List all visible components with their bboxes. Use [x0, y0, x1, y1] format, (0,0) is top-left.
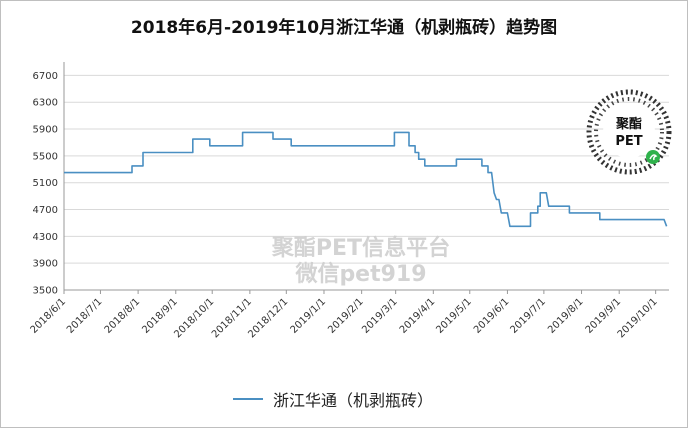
legend: 浙江华通（机剥瓶砖） [233, 387, 433, 411]
x-tick-label: 2018/12/1 [246, 296, 290, 340]
legend-line-swatch [233, 398, 263, 400]
y-tick-label: 4700 [33, 205, 58, 216]
y-tick-label: 3900 [33, 259, 58, 270]
legend-label: 浙江华通（机剥瓶砖） [273, 391, 434, 410]
y-tick-label: 3500 [33, 286, 58, 297]
y-tick-label: 6300 [33, 98, 58, 109]
x-tick-label: 2018/8/1 [103, 296, 143, 336]
x-tick-label: 2019/1/1 [289, 296, 329, 336]
y-tick-label: 5100 [33, 178, 58, 189]
qr-dot-ring [586, 89, 672, 175]
x-tick-label: 2019/10/1 [616, 296, 660, 340]
logo-center [603, 106, 655, 158]
y-tick-label: 5900 [33, 125, 58, 136]
logo-text-bottom: PET [615, 134, 642, 149]
x-tick-label: 2019/2/1 [326, 296, 366, 336]
x-tick-label: 2019/8/1 [546, 296, 586, 336]
logo-text-top: 聚酯 [615, 116, 642, 132]
series-line [64, 131, 668, 228]
x-tick-label: 2019/6/1 [472, 296, 512, 336]
x-tick-label: 2019/5/1 [434, 296, 474, 336]
chart-title: 2018年6月-2019年10月浙江华通（机剥瓶砖）趋势图 [130, 18, 558, 38]
y-tick-label: 4300 [33, 232, 58, 243]
x-tick-label: 2019/4/1 [398, 296, 438, 336]
watermark-line2: 微信pet919 [295, 262, 427, 287]
y-tick-label: 6700 [33, 71, 58, 82]
x-tick-label: 2019/7/1 [508, 296, 548, 336]
wechat-mini-glyph [649, 154, 658, 161]
x-tick-label: 2018/7/1 [65, 296, 105, 336]
y-tick-label: 5500 [33, 151, 58, 162]
x-tick-label: 2018/6/1 [29, 296, 69, 336]
qr-logo: 聚酯 PET [586, 89, 672, 175]
x-tick-label: 2019/3/1 [360, 296, 400, 336]
watermark-line1: 聚酯PET信息平台 [271, 236, 451, 261]
wechat-mini-icon [646, 150, 660, 164]
watermark: 聚酯PET信息平台 微信pet919 [231, 236, 491, 288]
